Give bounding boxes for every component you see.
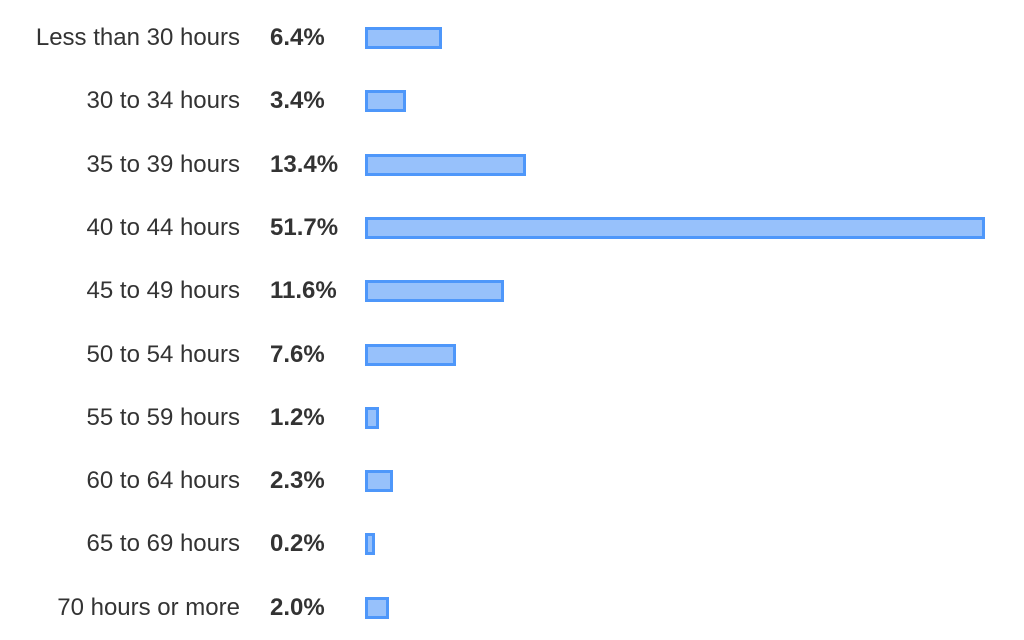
bar	[365, 406, 380, 429]
value-label: 3.4%	[270, 87, 325, 115]
value-label: 1.2%	[270, 403, 325, 431]
category-label: 65 to 69 hours	[86, 530, 240, 558]
bar	[365, 153, 526, 176]
category-label: 45 to 49 hours	[86, 277, 240, 305]
category-label: 35 to 39 hours	[86, 150, 240, 178]
category-label: 60 to 64 hours	[86, 467, 240, 495]
bar	[365, 470, 393, 493]
bar	[365, 596, 389, 619]
category-label: 55 to 59 hours	[86, 403, 240, 431]
bar	[365, 280, 505, 303]
bar	[365, 533, 375, 556]
bar	[365, 216, 985, 239]
value-label: 2.0%	[270, 593, 325, 621]
bar	[365, 27, 442, 49]
value-label: 51.7%	[270, 213, 339, 241]
value-label: 13.4%	[270, 150, 339, 178]
value-label: 11.6%	[270, 277, 337, 305]
category-label: 30 to 34 hours	[86, 87, 240, 115]
bar	[365, 90, 406, 113]
value-label: 0.2%	[270, 530, 325, 558]
bar	[365, 343, 457, 366]
value-label: 6.4%	[270, 24, 325, 51]
value-label: 2.3%	[270, 467, 325, 495]
category-label: 50 to 54 hours	[86, 340, 240, 368]
value-label: 7.6%	[270, 340, 325, 368]
category-label: 70 hours or more	[57, 593, 240, 621]
category-label: 40 to 44 hours	[86, 213, 240, 241]
category-label: Less than 30 hours	[35, 24, 240, 51]
